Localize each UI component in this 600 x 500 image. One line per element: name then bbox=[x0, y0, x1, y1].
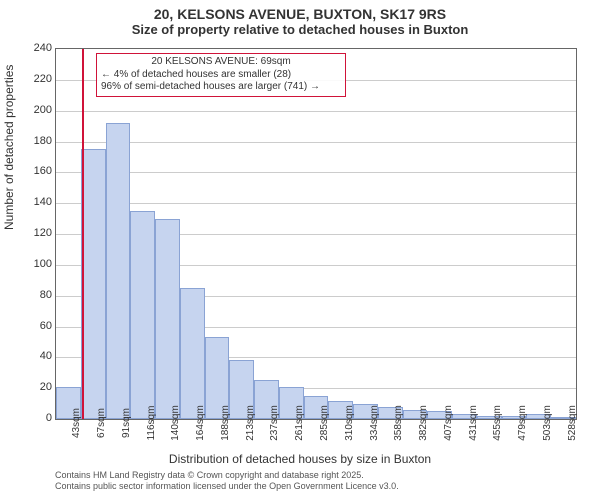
xtick-label: 91sqm bbox=[121, 408, 132, 438]
xtick-label: 382sqm bbox=[418, 405, 429, 441]
xtick-label: 285sqm bbox=[319, 405, 330, 441]
xtick-label: 164sqm bbox=[195, 405, 206, 441]
ytick-label: 200 bbox=[22, 104, 52, 116]
footer-line2: Contains public sector information licen… bbox=[55, 481, 399, 492]
ytick-label: 80 bbox=[22, 289, 52, 301]
ytick-label: 100 bbox=[22, 258, 52, 270]
chart-plot-area: 20 KELSONS AVENUE: 69sqm ← 4% of detache… bbox=[55, 48, 577, 420]
footer-line1: Contains HM Land Registry data © Crown c… bbox=[55, 470, 399, 481]
xtick-label: 503sqm bbox=[542, 405, 553, 441]
y-axis-label: Number of detached properties bbox=[2, 65, 16, 230]
ytick-label: 120 bbox=[22, 227, 52, 239]
annotation-box: 20 KELSONS AVENUE: 69sqm ← 4% of detache… bbox=[96, 53, 346, 97]
xtick-label: 237sqm bbox=[269, 405, 280, 441]
gridline bbox=[56, 203, 576, 204]
annotation-line1: 20 KELSONS AVENUE: 69sqm bbox=[101, 56, 341, 69]
ytick-label: 40 bbox=[22, 350, 52, 362]
ytick-label: 240 bbox=[22, 42, 52, 54]
ytick-label: 20 bbox=[22, 381, 52, 393]
subject-marker-line bbox=[82, 49, 84, 419]
annotation-line2: ← 4% of detached houses are smaller (28) bbox=[101, 69, 341, 82]
x-axis-label: Distribution of detached houses by size … bbox=[0, 452, 600, 466]
xtick-label: 358sqm bbox=[393, 405, 404, 441]
ytick-label: 140 bbox=[22, 196, 52, 208]
ytick-label: 0 bbox=[22, 412, 52, 424]
xtick-label: 43sqm bbox=[71, 408, 82, 438]
histogram-bar bbox=[130, 211, 155, 419]
chart-container: 20, KELSONS AVENUE, BUXTON, SK17 9RS Siz… bbox=[0, 0, 600, 500]
xtick-label: 67sqm bbox=[96, 408, 107, 438]
gridline bbox=[56, 142, 576, 143]
xtick-label: 310sqm bbox=[344, 405, 355, 441]
ytick-label: 180 bbox=[22, 135, 52, 147]
histogram-bar bbox=[180, 288, 205, 419]
annotation-line3: 96% of semi-detached houses are larger (… bbox=[101, 81, 341, 94]
xtick-label: 140sqm bbox=[170, 405, 181, 441]
xtick-label: 261sqm bbox=[294, 405, 305, 441]
histogram-bar bbox=[81, 149, 106, 419]
xtick-label: 407sqm bbox=[443, 405, 454, 441]
xtick-label: 116sqm bbox=[146, 406, 157, 441]
gridline bbox=[56, 172, 576, 173]
xtick-label: 455sqm bbox=[492, 405, 503, 441]
xtick-label: 188sqm bbox=[220, 405, 231, 441]
xtick-label: 431sqm bbox=[468, 405, 479, 441]
footer-credits: Contains HM Land Registry data © Crown c… bbox=[55, 470, 399, 492]
page-title-line1: 20, KELSONS AVENUE, BUXTON, SK17 9RS bbox=[0, 0, 600, 22]
gridline bbox=[56, 111, 576, 112]
xtick-label: 334sqm bbox=[369, 405, 380, 441]
ytick-label: 160 bbox=[22, 165, 52, 177]
ytick-label: 220 bbox=[22, 73, 52, 85]
xtick-label: 213sqm bbox=[245, 405, 256, 441]
xtick-label: 528sqm bbox=[567, 405, 578, 441]
histogram-bar bbox=[155, 219, 180, 419]
xtick-label: 479sqm bbox=[517, 405, 528, 441]
ytick-label: 60 bbox=[22, 320, 52, 332]
page-title-line2: Size of property relative to detached ho… bbox=[0, 22, 600, 37]
histogram-bar bbox=[106, 123, 131, 419]
